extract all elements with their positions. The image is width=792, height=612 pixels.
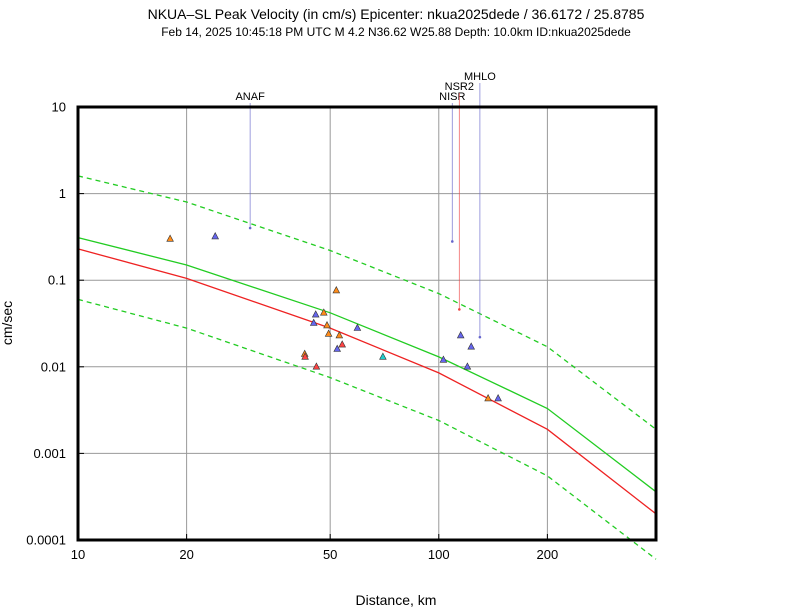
station-marker — [311, 310, 320, 318]
y-tick-label: 0.1 — [48, 273, 66, 288]
model-mean-curve — [77, 236, 657, 493]
x-tick-label: 50 — [323, 547, 337, 562]
station-marker — [312, 362, 321, 370]
y-axis-label: cm/sec — [0, 301, 15, 345]
model-curves — [77, 175, 657, 560]
station-marker — [467, 342, 475, 350]
model-dashed-curve — [77, 298, 657, 560]
plot-frame — [76, 105, 658, 542]
station-marker — [323, 321, 331, 329]
station-marker — [301, 352, 309, 360]
station-marker — [439, 355, 448, 363]
station-marker — [379, 352, 387, 360]
x-tick-label: 20 — [179, 547, 193, 562]
station-marker — [324, 329, 333, 337]
chart-subtitle: Feb 14, 2025 10:45:18 PM UTC M 4.2 N36.6… — [161, 25, 631, 39]
station-marker — [320, 308, 328, 316]
station-marker — [335, 331, 344, 339]
station-marker — [309, 318, 318, 326]
station-marker — [494, 394, 502, 402]
y-tick-label: 10 — [52, 100, 66, 115]
station-marker — [463, 362, 472, 370]
y-tick-label: 0.0001 — [26, 533, 66, 548]
annotation-label: MHLO — [464, 71, 496, 83]
x-tick-label: 10 — [71, 547, 85, 562]
annotation-point — [248, 226, 252, 230]
station-marker — [333, 344, 341, 352]
model-dashed-curve — [77, 175, 657, 430]
x-axis-label: Distance, km — [356, 592, 437, 608]
axis-ticks: 10 20 50 100 200 10 1 0.1 0.01 0.001 0.0001 — [26, 100, 558, 563]
x-tick-label: 100 — [428, 547, 450, 562]
y-tick-label: 0.01 — [41, 359, 66, 374]
annotation-label: NISR — [439, 91, 465, 103]
grid-lines — [77, 106, 656, 541]
station-marker — [353, 323, 362, 331]
model-mean-curve — [77, 248, 657, 515]
station-points — [166, 232, 502, 402]
station-marker — [338, 340, 346, 348]
station-marker — [166, 234, 174, 242]
annotation-label: ANAF — [235, 91, 265, 103]
annotation-point — [450, 240, 454, 243]
station-marker — [456, 331, 465, 339]
x-tick-label: 200 — [537, 547, 559, 562]
chart-title: NKUA–SL Peak Velocity (in cm/s) Epicente… — [148, 6, 645, 22]
y-tick-label: 0.001 — [33, 446, 66, 461]
station-marker — [211, 232, 219, 240]
station-marker — [484, 394, 492, 402]
annotation-point — [478, 335, 482, 339]
station-marker — [332, 286, 341, 294]
annotation-label: NSR2 — [445, 81, 474, 93]
annotation-point — [458, 308, 461, 311]
y-tick-label: 1 — [59, 186, 66, 201]
